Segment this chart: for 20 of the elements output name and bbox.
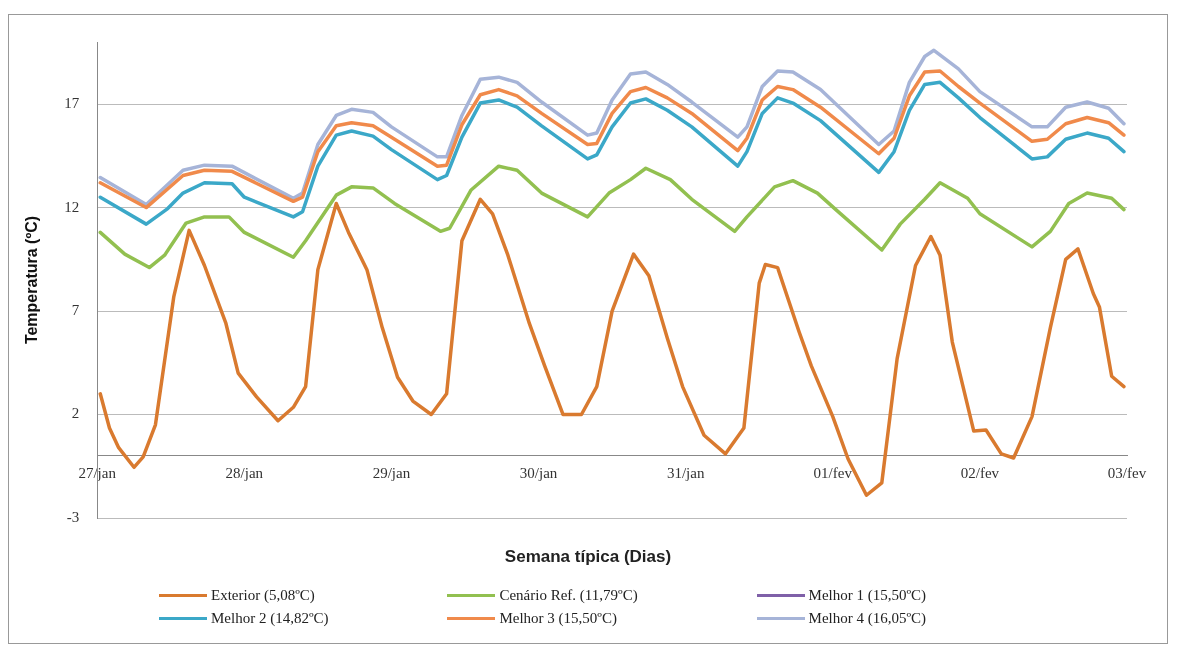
x-tick-label: 28/jan bbox=[225, 464, 264, 481]
legend-label: Cenário Ref. (11,79ºC) bbox=[499, 587, 638, 604]
x-tick-label: 02/fev bbox=[960, 464, 1000, 481]
x-axis-title: Semana típica (Dias) bbox=[503, 547, 673, 567]
y-tick-label: 7 bbox=[71, 301, 80, 318]
y-tick-label: 17 bbox=[64, 95, 80, 112]
y-axis-title: Temperatura (ºC) bbox=[23, 215, 41, 345]
y-tick-label: 2 bbox=[71, 405, 80, 422]
x-tick-label: 01/fev bbox=[813, 464, 853, 481]
x-tick-label: 30/jan bbox=[519, 464, 558, 481]
legend-label: Exterior (5,08ºC) bbox=[211, 587, 315, 604]
x-tick-label: 31/jan bbox=[666, 464, 705, 481]
legend-label: Melhor 3 (15,50ºC) bbox=[499, 610, 617, 627]
x-tick-label: 03/fev bbox=[1107, 464, 1147, 481]
y-tick-label: 12 bbox=[64, 198, 80, 215]
y-tick-label: -3 bbox=[66, 508, 80, 525]
x-tick-label: 29/jan bbox=[372, 464, 411, 481]
legend-label: Melhor 2 (14,82ºC) bbox=[211, 610, 329, 627]
legend-label: Melhor 4 (16,05ºC) bbox=[808, 610, 927, 627]
legend-label: Melhor 1 (15,50ºC) bbox=[808, 587, 927, 604]
